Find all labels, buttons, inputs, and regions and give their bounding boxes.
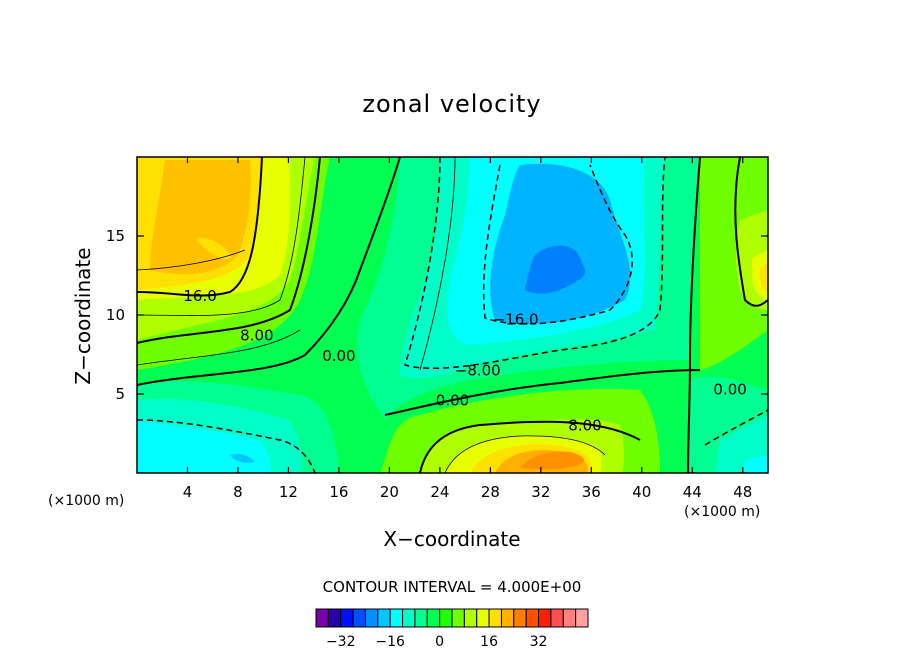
colorbar-swatch: [364, 608, 379, 628]
x-tick-label: 44: [683, 483, 702, 501]
contour-line-0-main: [137, 157, 401, 386]
contour-line-thin-center: [419, 157, 456, 371]
y-tick-label: 5: [115, 385, 125, 403]
x-tick-label: 40: [632, 483, 651, 501]
x-tick-label: 36: [582, 483, 601, 501]
region-left-orange: [150, 160, 251, 275]
contour-line-0-bottom: [384, 369, 701, 416]
contour-interval-text: CONTOUR INTERVAL = 4.000E+00: [323, 578, 582, 596]
contour-line-thin-bottom: [444, 435, 606, 473]
colorbar-tick-labels: −32 −16 0 16 32: [326, 634, 548, 650]
colorbar-swatch: [550, 608, 564, 628]
colorbar-swatch: [513, 608, 527, 628]
colorbar: [315, 608, 589, 628]
x-tick-label: 4: [183, 483, 193, 501]
y-axis-ticks: 5 10 15: [106, 227, 768, 403]
region-center-lightblue: [490, 163, 631, 324]
contour-label: 16.0: [183, 287, 216, 305]
contour-label: 0.00: [713, 380, 746, 398]
colorbar-tick-label: −16: [375, 634, 405, 650]
contour-label: 0.00: [322, 347, 355, 365]
colorbar-swatch: [389, 608, 404, 628]
contour-label: 8.00: [568, 417, 601, 435]
colorbar-swatch: [439, 608, 453, 628]
colorbar-swatch: [463, 608, 478, 628]
region-center-blue: [525, 245, 585, 294]
region-right-lime: [700, 157, 768, 370]
region-bottom-orange: [520, 451, 585, 470]
colorbar-tick-label: 0: [435, 634, 444, 650]
colorbar-swatch: [426, 608, 441, 628]
x-axis-label: X−coordinate: [383, 527, 520, 551]
colorbar-swatch: [377, 608, 391, 628]
contour-line-minus8-center: [404, 157, 666, 370]
contour-label: −8.00: [455, 361, 501, 379]
colorbar-swatch: [327, 608, 342, 628]
colorbar-tick-label: 16: [480, 634, 498, 650]
region-left-inner-gold: [196, 237, 232, 259]
colorbar-tick-label: −32: [326, 634, 356, 650]
chart-title: zonal velocity: [362, 90, 541, 118]
contour-line-thin-left-2: [137, 157, 306, 316]
colorbar-swatch: [402, 608, 416, 628]
contour-label: 0.00: [436, 391, 469, 409]
contour-line-8-right: [734, 157, 768, 307]
y-tick-label: 10: [106, 306, 125, 324]
x-tick-label: 12: [279, 483, 298, 501]
colorbar-swatch: [525, 608, 540, 628]
y-axis-label: Z−coordinate: [71, 247, 95, 384]
x-tick-label: 32: [531, 483, 550, 501]
x-tick-label: 8: [233, 483, 243, 501]
contour-labels: 16.0 8.00 0.00 −8.00 −16.0 0.00 8.00 0.00: [183, 287, 746, 435]
contour-label: −16.0: [493, 311, 539, 329]
colorbar-swatch: [476, 608, 490, 628]
region-right-cyan: [742, 455, 768, 473]
contour-label: 8.00: [240, 327, 273, 345]
colorbar-swatch: [500, 608, 515, 628]
y-tick-label: 15: [106, 227, 125, 245]
colorbar-swatch: [575, 608, 589, 628]
x-unit-note-right: (×1000 m): [684, 504, 760, 520]
colorbar-swatch: [315, 608, 329, 628]
colorbar-swatch: [562, 608, 577, 628]
x-tick-label: 24: [430, 483, 449, 501]
contour-line-thin-left-1: [137, 249, 246, 271]
colorbar-swatch: [488, 608, 502, 628]
colorbar-swatch: [451, 608, 465, 628]
contour-line-thin-left-3: [137, 329, 301, 366]
x-unit-note-left: (×1000 m): [48, 493, 124, 509]
colorbar-swatch: [414, 608, 428, 628]
colorbar-swatch: [538, 608, 552, 628]
region-right-gold: [759, 262, 768, 292]
x-tick-label: 48: [733, 483, 752, 501]
contour-lines: [137, 157, 768, 473]
x-tick-label: 20: [380, 483, 399, 501]
contour-line-0-right: [687, 157, 701, 473]
contour-line-8-bottom: [419, 420, 641, 473]
contour-line-16-left: [137, 157, 263, 297]
region-bottomleft-cyan-blue: [230, 453, 255, 463]
x-axis-ticks: 4 8 12 16 20 24 28 32 36 40 44 48: [183, 157, 752, 501]
colorbar-swatch: [340, 608, 354, 628]
contour-line-minus16-center: [482, 164, 633, 325]
colorbar-swatch: [352, 608, 366, 628]
contour-line-minus8-bottomleft: [137, 419, 316, 473]
x-tick-label: 28: [481, 483, 500, 501]
x-tick-label: 16: [329, 483, 348, 501]
colorbar-tick-label: 32: [530, 634, 548, 650]
contour-line-8-left: [137, 157, 321, 344]
